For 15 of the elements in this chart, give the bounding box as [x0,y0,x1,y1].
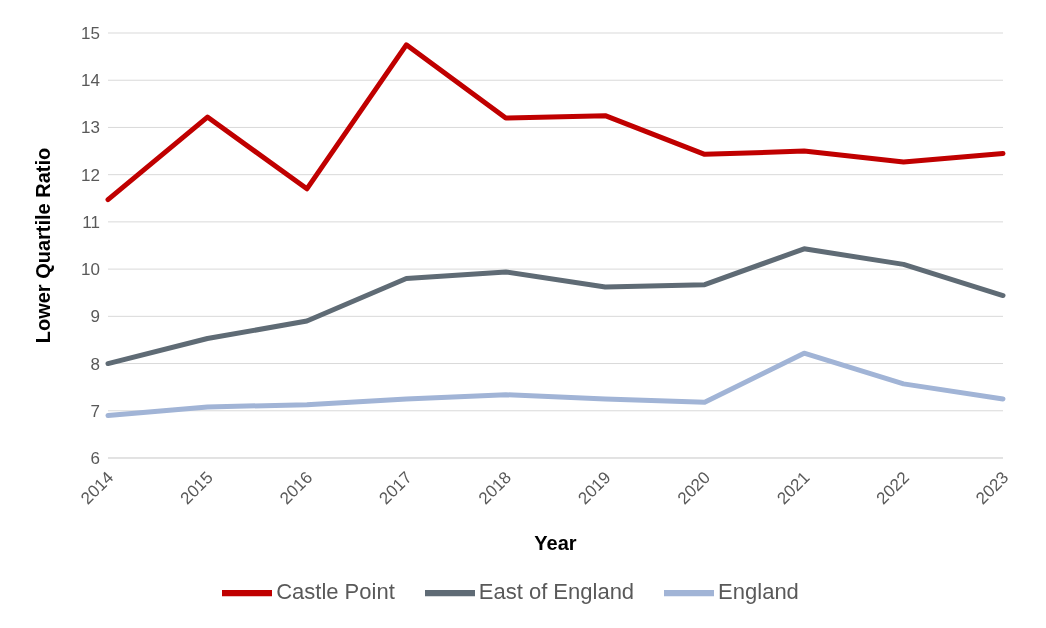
y-tick-label: 7 [90,401,100,421]
y-tick-label: 13 [81,118,100,138]
y-tick-label: 10 [81,260,100,280]
y-axis-title: Lower Quartile Ratio [32,147,55,344]
y-tick-label: 12 [81,165,100,185]
y-tick-label: 9 [90,307,100,327]
y-tick-label: 11 [82,212,100,232]
x-axis-title: Year [534,532,577,554]
legend-label: East of England [478,578,635,604]
legend-label: Castle Point [276,578,395,604]
y-tick-label: 14 [81,71,100,91]
y-tick-label: 8 [90,354,100,374]
y-tick-label: 6 [90,449,100,469]
y-tick-label: 15 [81,24,100,44]
legend-label: England [718,578,799,604]
